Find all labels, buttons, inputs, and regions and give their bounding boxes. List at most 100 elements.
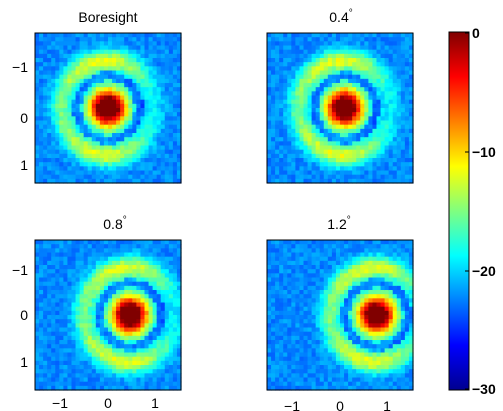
heatmap-cell — [124, 145, 129, 151]
heatmap-cell — [75, 99, 81, 105]
heatmap-cell — [291, 103, 296, 109]
heatmap-cell — [283, 95, 288, 101]
heatmap-cell — [99, 385, 105, 391]
heatmap-cell — [172, 33, 178, 38]
heatmap-cell — [271, 352, 276, 358]
heatmap-cell — [136, 33, 142, 38]
heatmap-cell — [59, 273, 64, 279]
heatmap-cell — [71, 178, 77, 184]
heatmap-cell — [364, 285, 369, 291]
heatmap-cell — [140, 277, 146, 283]
heatmap-cell — [63, 356, 69, 362]
heatmap-cell — [376, 83, 382, 88]
heatmap-cell — [39, 87, 44, 92]
heatmap-cell — [392, 95, 398, 101]
heatmap-cell — [323, 265, 329, 270]
heatmap-cell — [95, 149, 101, 155]
heatmap-cell — [120, 365, 125, 370]
y-tick-label: 1 — [20, 354, 28, 370]
heatmap-cell — [168, 302, 174, 308]
heatmap-cell — [35, 348, 40, 354]
heatmap-cell — [55, 74, 60, 80]
heatmap-cell — [319, 265, 325, 270]
heatmap-cell — [335, 178, 341, 184]
heatmap-cell — [51, 369, 56, 374]
heatmap-cell — [152, 265, 158, 270]
heatmap-cell — [360, 124, 365, 130]
heatmap-cell — [380, 62, 386, 67]
heatmap-cell — [352, 377, 357, 383]
heatmap-cell — [295, 323, 301, 329]
heatmap-cell — [287, 62, 292, 67]
heatmap-cell — [116, 256, 121, 262]
heatmap-cell — [156, 137, 162, 142]
heatmap-cell — [283, 174, 288, 180]
heatmap-cell — [396, 120, 402, 126]
heatmap-cell — [103, 348, 109, 354]
heatmap-cell — [47, 137, 52, 142]
heatmap-cell — [128, 166, 133, 172]
heatmap-cell — [311, 327, 317, 333]
heatmap-cell — [364, 260, 369, 266]
heatmap-cell — [108, 285, 113, 291]
heatmap-cell — [356, 294, 361, 299]
heatmap-cell — [51, 91, 56, 97]
heatmap-cell — [307, 145, 313, 151]
heatmap-cell — [340, 37, 345, 42]
heatmap-cell — [79, 33, 85, 38]
heatmap-cell — [335, 290, 341, 295]
heatmap-cell — [323, 385, 329, 391]
heatmap-cell — [327, 41, 333, 47]
heatmap-cell — [128, 178, 133, 184]
heatmap-cell — [291, 256, 296, 262]
y-tick-label: 0 — [20, 110, 28, 126]
heatmap-cell — [364, 327, 369, 333]
heatmap-cell — [307, 356, 313, 362]
heatmap-cell — [364, 124, 369, 130]
heatmap-cell — [79, 306, 85, 312]
heatmap-cell — [376, 385, 382, 391]
heatmap-cell — [307, 116, 313, 122]
heatmap-cell — [295, 260, 301, 266]
heatmap-cell — [63, 158, 69, 163]
heatmap-cell — [39, 290, 44, 295]
heatmap-cell — [75, 174, 81, 180]
heatmap-cell — [63, 285, 69, 291]
heatmap-cell — [164, 298, 170, 304]
heatmap-cell — [39, 240, 44, 245]
heatmap-cell — [352, 302, 357, 308]
heatmap-cell — [380, 290, 386, 295]
heatmap-cell — [323, 335, 329, 341]
heatmap-cell — [400, 83, 406, 88]
heatmap-cell — [327, 240, 333, 245]
heatmap-cell — [132, 149, 137, 155]
heatmap-cell — [63, 319, 69, 324]
heatmap-cell — [51, 385, 56, 391]
heatmap-cell — [340, 62, 345, 67]
heatmap-cell — [380, 37, 386, 42]
heatmap-cell — [307, 377, 313, 383]
heatmap-cell — [51, 319, 56, 324]
heatmap-cell — [392, 41, 398, 47]
heatmap-cell — [95, 277, 101, 283]
heatmap-cell — [271, 145, 276, 151]
heatmap-cell — [267, 315, 272, 320]
heatmap-cell — [331, 269, 337, 274]
heatmap-cell — [360, 128, 365, 134]
heatmap-cell — [140, 162, 146, 167]
heatmap-cell — [148, 260, 154, 266]
heatmap-cell — [136, 277, 142, 283]
heatmap-cell — [136, 377, 142, 383]
heatmap-cell — [91, 298, 97, 304]
heatmap-cell — [311, 256, 317, 262]
heatmap-cell — [335, 344, 341, 349]
heatmap-cell — [279, 78, 284, 84]
heatmap-cell — [303, 302, 309, 308]
heatmap-cell — [168, 120, 174, 126]
heatmap-cell — [319, 310, 325, 316]
heatmap-cell — [75, 49, 81, 55]
heatmap-cell — [148, 78, 154, 84]
heatmap-cell — [99, 377, 105, 383]
heatmap-cell — [91, 331, 97, 337]
heatmap-cell — [140, 137, 146, 142]
